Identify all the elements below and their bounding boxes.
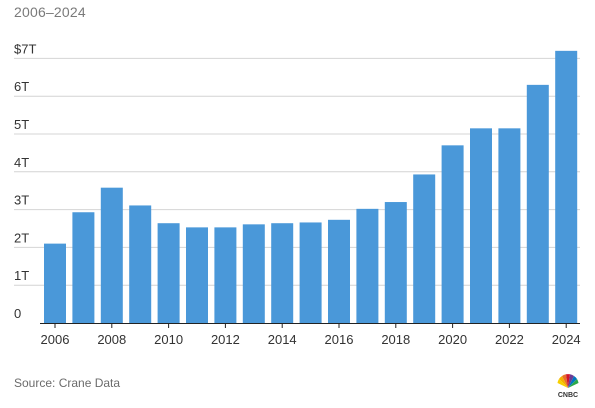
- x-tick-label: 2014: [268, 332, 297, 347]
- x-tick-label: 2018: [381, 332, 410, 347]
- x-tick-label: 2008: [97, 332, 126, 347]
- bars: [44, 50, 578, 324]
- bar-chart: 0 1T 2T 3T 4T 5T 6T $7T 2006 2008 2010 2012 2014 201…: [14, 41, 581, 347]
- bar-2012: [214, 227, 237, 323]
- y-tick-label: 3T: [14, 193, 29, 208]
- bar-2015: [299, 222, 322, 323]
- y-axis-labels: 0 1T 2T 3T 4T 5T 6T $7T: [14, 41, 36, 321]
- logo-text: CNBC: [558, 392, 578, 399]
- y-tick-label: 4T: [14, 155, 29, 170]
- x-tick-label: 2022: [495, 332, 524, 347]
- bar-2009: [129, 205, 152, 323]
- grid-lines: [14, 57, 580, 286]
- x-tick-label: 2012: [211, 332, 240, 347]
- bar-2010: [157, 223, 180, 323]
- bar-2011: [186, 227, 208, 323]
- bar-2019: [413, 174, 436, 323]
- x-tick-label: 2016: [325, 332, 354, 347]
- y-tick-label: 2T: [14, 230, 29, 245]
- bar-2021: [470, 128, 492, 323]
- bar-2022: [498, 128, 521, 323]
- x-tick-label: 2020: [438, 332, 467, 347]
- cnbc-peacock-logo: CNBC: [557, 374, 579, 399]
- y-tick-label: 1T: [14, 268, 29, 283]
- bar-2024: [555, 50, 578, 324]
- chart-subtitle: 2006–2024: [14, 4, 86, 20]
- x-axis: [40, 323, 580, 328]
- y-tick-label: $7T: [14, 41, 36, 56]
- bar-2008: [100, 187, 123, 323]
- x-tick-label: 2006: [41, 332, 70, 347]
- y-tick-label: 0: [14, 306, 21, 321]
- bar-2013: [242, 224, 265, 323]
- peacock-icon: [557, 374, 579, 388]
- source-note: Source: Crane Data: [14, 376, 121, 390]
- x-axis-labels: 2006 2008 2010 2012 2014 2016 2018 2020 2022 2024: [41, 332, 581, 347]
- bar-2020: [441, 145, 464, 323]
- bar-2018: [384, 202, 407, 323]
- y-tick-label: 5T: [14, 117, 29, 132]
- bar-2006: [44, 243, 66, 323]
- x-tick-label: 2010: [154, 332, 183, 347]
- bar-2023: [526, 84, 549, 323]
- bar-2017: [356, 208, 379, 323]
- y-tick-label: 6T: [14, 79, 29, 94]
- bar-2007: [72, 212, 95, 323]
- bar-2014: [271, 223, 294, 323]
- bar-2016: [328, 219, 350, 323]
- x-tick-label: 2024: [552, 332, 581, 347]
